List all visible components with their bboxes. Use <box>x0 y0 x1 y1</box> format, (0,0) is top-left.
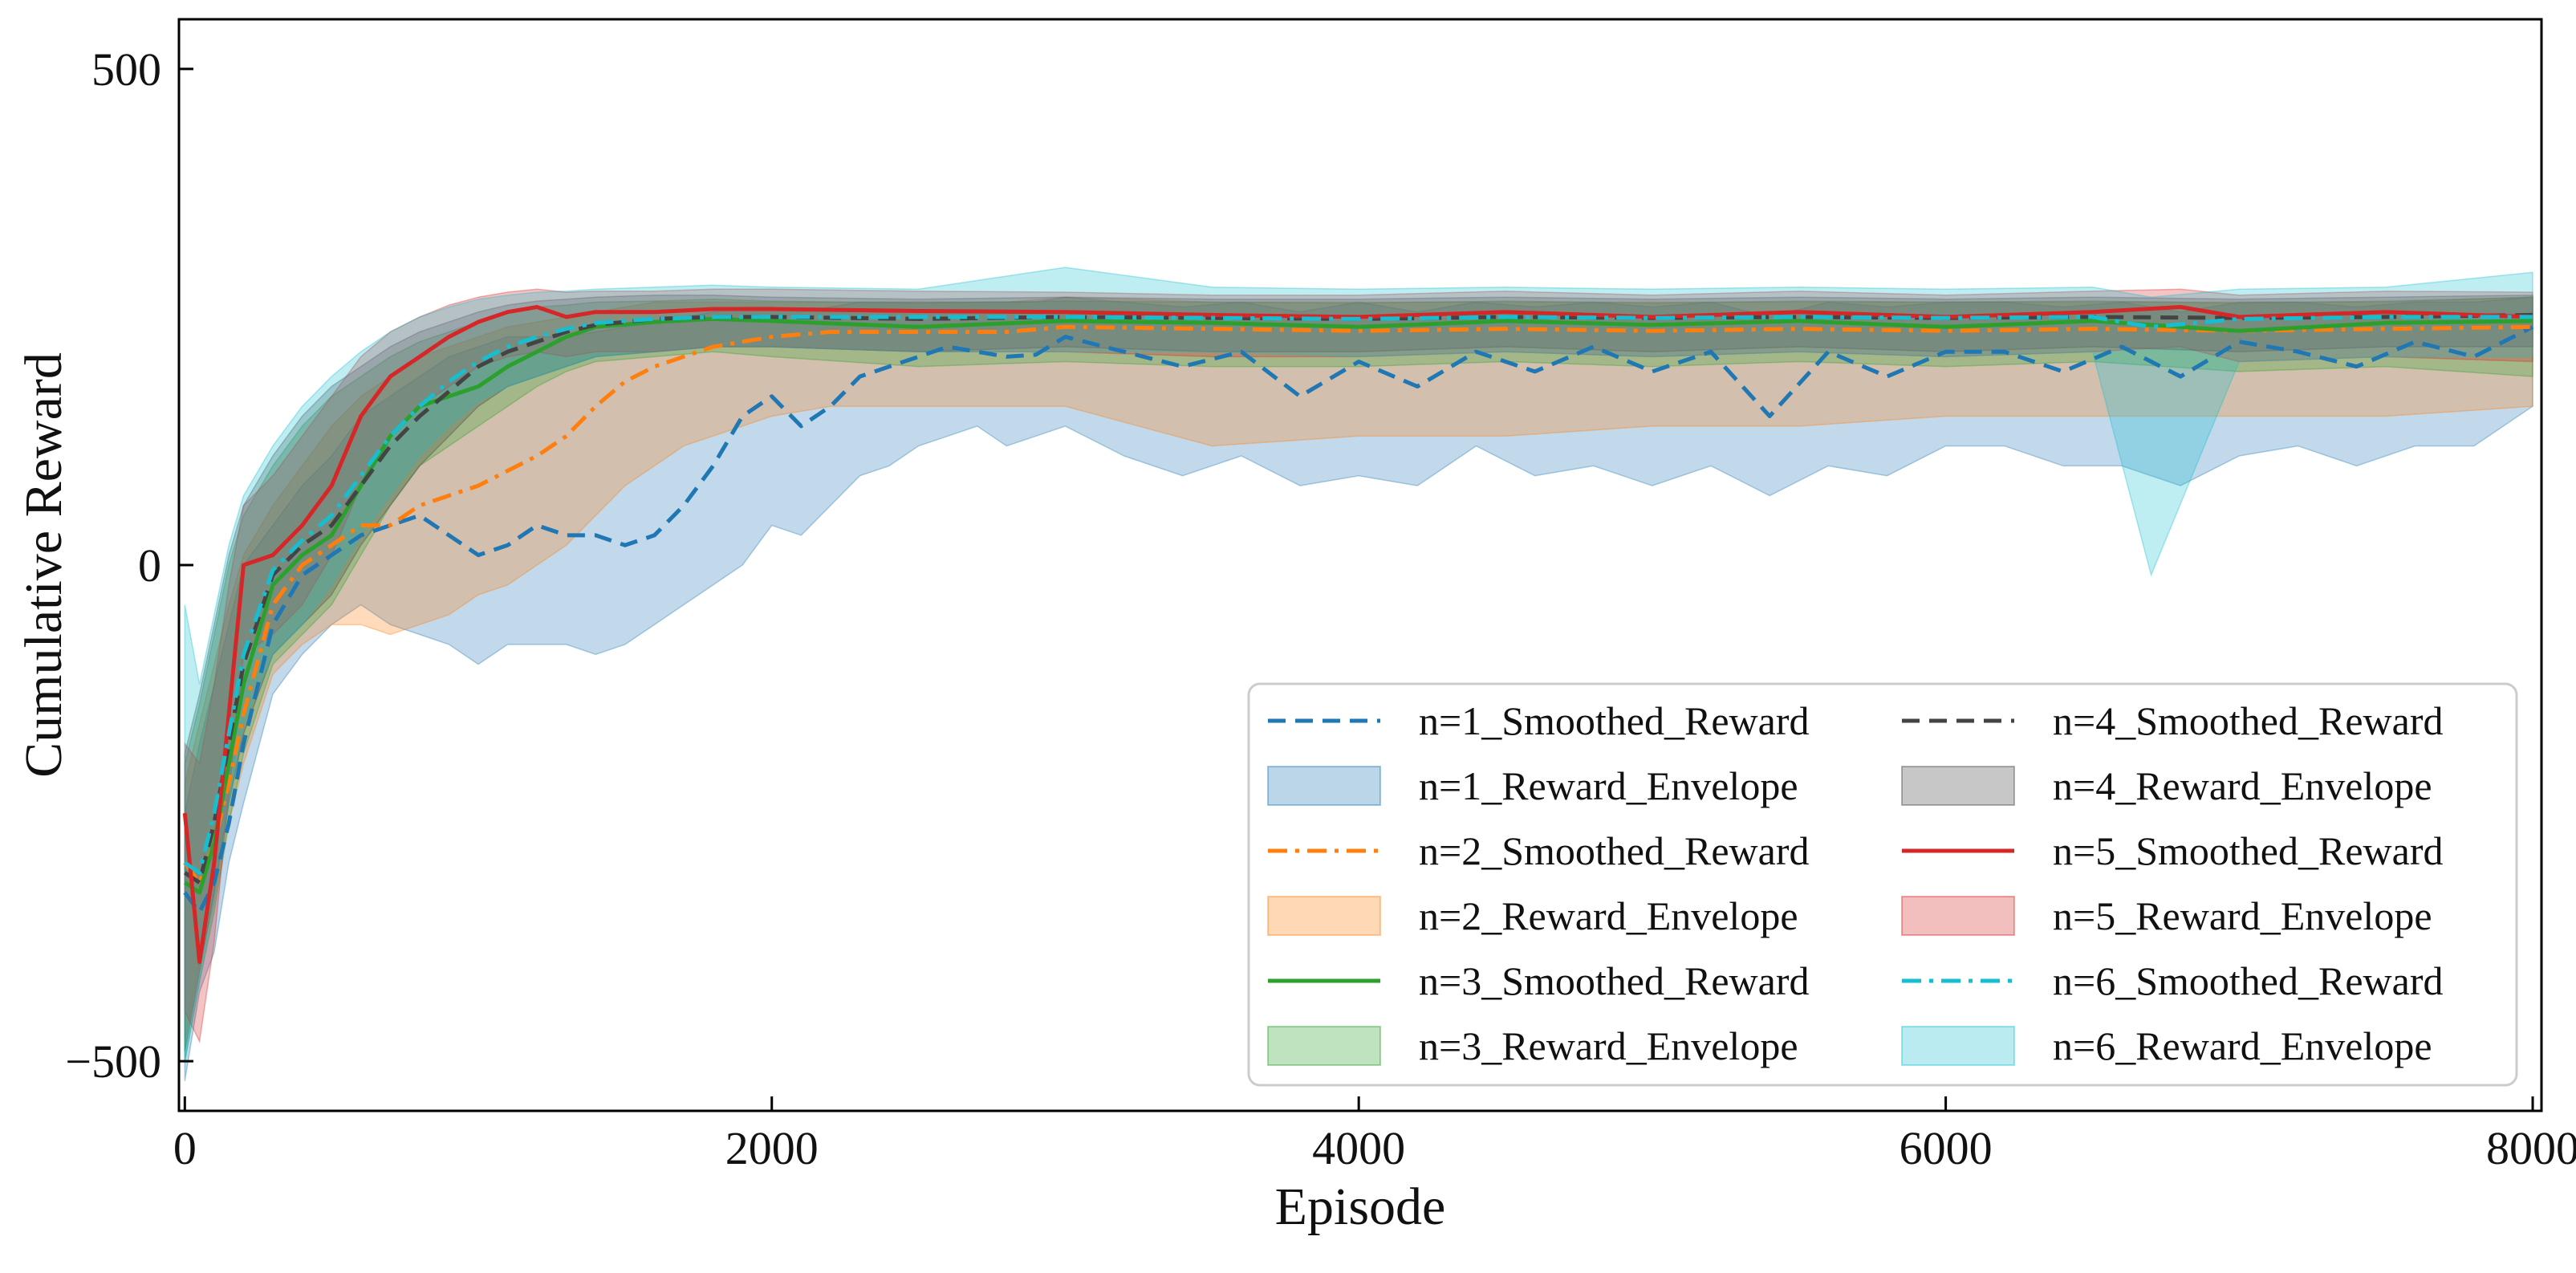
legend-envelope-swatch <box>1267 1026 1381 1066</box>
legend-label: n=2_Smoothed_Reward <box>1419 828 1809 873</box>
legend-label: n=6_Reward_Envelope <box>2053 1023 2432 1068</box>
legend-label: n=4_Smoothed_Reward <box>2053 698 2443 743</box>
legend-label: n=4_Reward_Envelope <box>2053 763 2432 808</box>
x-tick-label: 4000 <box>1312 1122 1405 1174</box>
legend-envelope-swatch <box>1901 1026 2015 1066</box>
legend-envelope-swatch <box>1901 896 2015 936</box>
legend-label: n=5_Smoothed_Reward <box>2053 828 2443 873</box>
envelope-layer <box>184 266 2533 1082</box>
legend-label: n=6_Smoothed_Reward <box>2053 958 2443 1003</box>
series-line-n6 <box>183 315 2533 875</box>
x-tick-label: 2000 <box>725 1122 819 1174</box>
y-tick-label: −500 <box>65 1035 161 1088</box>
legend-label: n=5_Reward_Envelope <box>2053 893 2432 938</box>
legend-label: n=3_Reward_Envelope <box>1419 1023 1798 1068</box>
y-tick-label: 500 <box>91 43 161 96</box>
x-tick-label: 0 <box>173 1122 197 1174</box>
series-line-n1 <box>183 325 2534 915</box>
x-tick-label: 6000 <box>1899 1122 1993 1174</box>
legend-label: n=3_Smoothed_Reward <box>1419 958 1809 1003</box>
series-line-n4 <box>183 312 2533 885</box>
legend-label: n=2_Reward_Envelope <box>1419 893 1798 938</box>
x-axis-title: Episode <box>1275 1177 1446 1236</box>
x-tick-label: 8000 <box>2486 1122 2576 1174</box>
envelope-n6 <box>184 266 2533 1062</box>
legend-label: n=1_Reward_Envelope <box>1419 763 1798 808</box>
y-axis-title: Cumulative Reward <box>14 352 73 778</box>
legend: n=1_Smoothed_Reward n=1_Reward_Envelope n=… <box>1247 682 2518 1087</box>
series-line-n2 <box>183 324 2533 885</box>
envelope-n3 <box>184 296 2533 1062</box>
envelope-n2 <box>184 296 2533 1042</box>
legend-envelope-swatch <box>1267 766 1381 806</box>
y-tick-label: 0 <box>138 539 161 592</box>
series-line-n5 <box>182 305 2533 964</box>
legend-box <box>1247 682 2518 1087</box>
legend-label: n=1_Smoothed_Reward <box>1419 698 1809 743</box>
legend-envelope-swatch <box>1267 896 1381 936</box>
line-layer <box>182 305 2534 964</box>
envelope-n1 <box>184 296 2533 1082</box>
series-line-n3 <box>183 316 2533 895</box>
envelope-n4 <box>184 294 2533 1051</box>
legend-envelope-swatch <box>1901 766 2015 806</box>
x-axis: 0 2000 4000 6000 8000 <box>173 1096 2576 1174</box>
y-axis: −500 0 500 <box>65 43 193 1088</box>
